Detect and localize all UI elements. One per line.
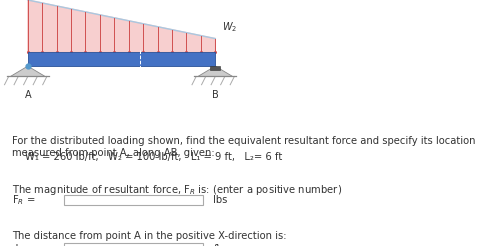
Text: ft: ft	[213, 244, 221, 246]
Text: d =: d =	[12, 244, 30, 246]
Text: The distance from point A in the positive X-direction is:: The distance from point A in the positiv…	[12, 231, 287, 241]
Bar	[210, 66, 220, 70]
Bar	[64, 195, 203, 205]
Bar	[28, 52, 215, 66]
Polygon shape	[28, 0, 215, 52]
Text: W₁ = 260 lb/ft,   W₂ = 100 lb/ft,   L₁ = 9 ft,   L₂= 6 ft: W₁ = 260 lb/ft, W₂ = 100 lb/ft, L₁ = 9 f…	[25, 152, 282, 162]
Text: Number: Number	[115, 196, 153, 205]
Bar	[64, 243, 203, 246]
Text: lbs: lbs	[213, 195, 228, 205]
Polygon shape	[198, 66, 233, 77]
Text: B: B	[212, 90, 219, 100]
Text: Number: Number	[115, 244, 153, 246]
Text: $L_1$: $L_1$	[79, 53, 89, 65]
Text: $L_2$: $L_2$	[173, 53, 183, 65]
Text: A: A	[24, 90, 31, 100]
Text: The magnitude of resultant force, F$_R$ is: (enter a positive number): The magnitude of resultant force, F$_R$ …	[12, 183, 343, 197]
Text: F$_R$ =: F$_R$ =	[12, 193, 36, 207]
Text: $W_2$: $W_2$	[222, 21, 238, 34]
Polygon shape	[10, 66, 45, 77]
Text: For the distributed loading shown, find the equivalent resultant force and speci: For the distributed loading shown, find …	[12, 136, 476, 158]
